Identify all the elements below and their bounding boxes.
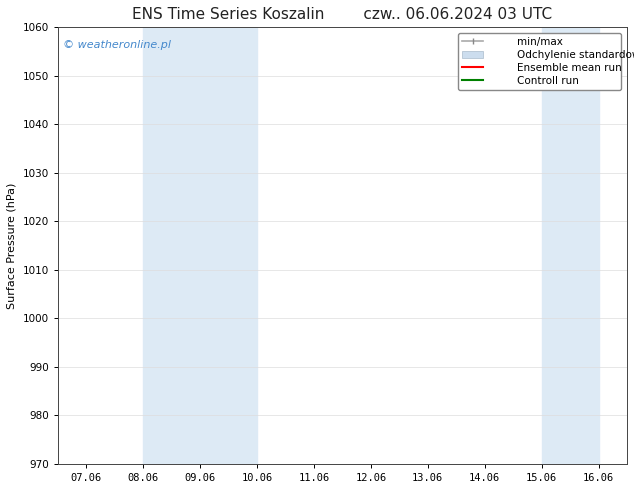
- Legend: min/max, Odchylenie standardowe, Ensemble mean run, Controll run: min/max, Odchylenie standardowe, Ensembl…: [458, 33, 621, 90]
- Bar: [541, 27, 598, 464]
- Bar: [143, 27, 257, 464]
- Title: ENS Time Series Koszalin        czw.. 06.06.2024 03 UTC: ENS Time Series Koszalin czw.. 06.06.202…: [133, 7, 552, 22]
- Text: © weatheronline.pl: © weatheronline.pl: [63, 40, 171, 50]
- Y-axis label: Surface Pressure (hPa): Surface Pressure (hPa): [7, 182, 17, 309]
